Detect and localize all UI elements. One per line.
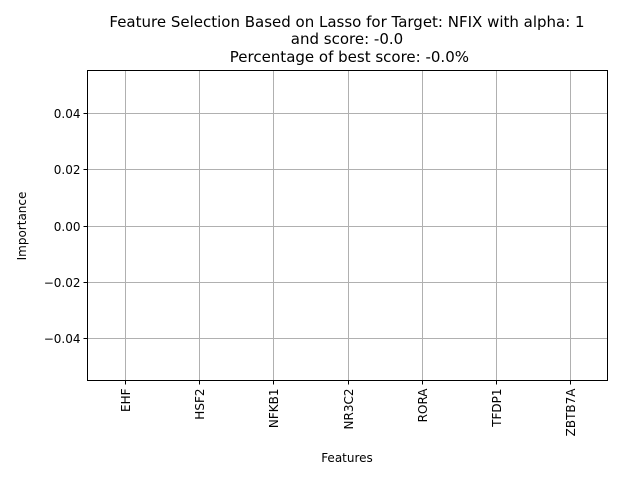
x-axis-label: Features (321, 451, 373, 465)
chart-title: Feature Selection Based on Lasso for Tar… (109, 13, 584, 66)
y-axis-label: Importance (15, 192, 29, 261)
x-tick-label: HSF2 (193, 389, 207, 420)
y-tick-label: 0.04 (54, 107, 81, 121)
x-tick-label: RORA (416, 388, 430, 423)
y-tick-label: −0.02 (44, 276, 81, 290)
x-tick-label: NFKB1 (267, 389, 281, 429)
title-line-1: Feature Selection Based on Lasso for Tar… (109, 13, 584, 31)
x-tick-label: ZBTB7A (564, 388, 578, 437)
x-axis-ticks: EHF HSF2 NFKB1 NR3C2 RORA TFDP1 ZBTB7A (119, 380, 578, 437)
x-tick-label: TFDP1 (490, 389, 504, 428)
y-axis-ticks: −0.04 −0.02 0.00 0.02 0.04 (44, 107, 88, 346)
y-tick-label: −0.04 (44, 332, 81, 346)
title-line-3: Percentage of best score: -0.0% (225, 48, 469, 66)
title-line-2: and score: -0.0 (291, 30, 403, 48)
grid (87, 70, 608, 381)
x-tick-label: NR3C2 (342, 389, 356, 430)
x-tick-label: EHF (119, 388, 133, 412)
y-tick-label: 0.02 (54, 163, 81, 177)
y-tick-label: 0.00 (54, 220, 81, 234)
plot-area-frame (87, 70, 608, 381)
